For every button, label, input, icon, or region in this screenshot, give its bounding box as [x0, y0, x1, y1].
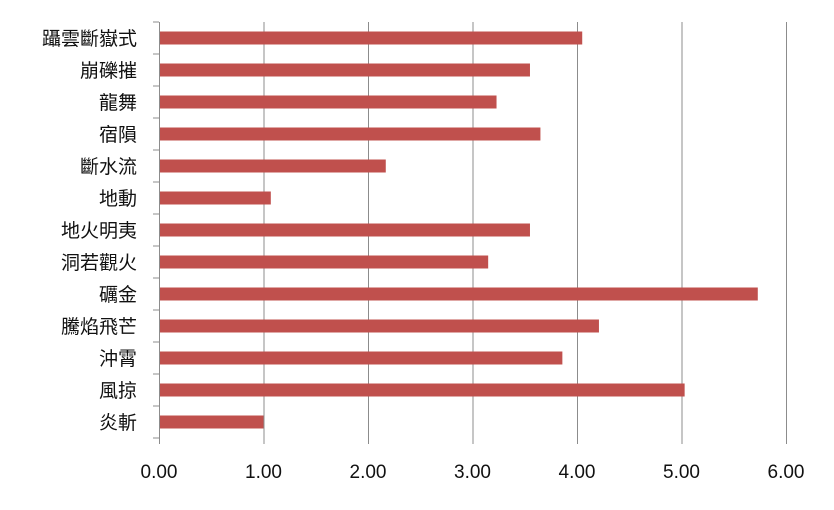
bar [160, 319, 599, 333]
x-tick-label: 0.00 [141, 462, 178, 483]
x-tick-label: 2.00 [350, 462, 387, 483]
bar [160, 127, 541, 141]
bar [160, 191, 271, 205]
category-label: 地動 [99, 188, 137, 210]
x-tick-label: 6.00 [768, 462, 805, 483]
category-label: 躡雲斷嶽式 [42, 28, 137, 50]
bar [160, 223, 530, 237]
category-label: 龍舞 [99, 92, 137, 114]
bars [160, 31, 758, 429]
bar [160, 351, 563, 365]
x-tick-labels: 0.00 1.00 2.00 3.00 4.00 5.00 6.00 [141, 462, 805, 483]
category-label: 風掠 [99, 380, 137, 402]
category-label: 炎斬 [99, 412, 137, 434]
bar [160, 63, 530, 77]
bar [160, 255, 489, 269]
category-label: 騰焰飛芒 [61, 316, 137, 338]
x-tick-label: 1.00 [245, 462, 282, 483]
category-label: 宿隕 [99, 124, 137, 146]
category-label: 沖霄 [99, 348, 137, 370]
bar [160, 159, 386, 173]
bar [160, 383, 685, 397]
gridlines [153, 21, 787, 444]
category-label: 礪金 [99, 284, 137, 306]
category-label: 地火明夷 [61, 220, 137, 242]
x-tick-label: 3.00 [454, 462, 491, 483]
x-tick-label: 5.00 [663, 462, 700, 483]
bar [160, 31, 583, 45]
category-label: 洞若觀火 [61, 252, 137, 274]
x-tick-label: 4.00 [559, 462, 596, 483]
bar [160, 287, 758, 301]
bar [160, 415, 264, 429]
bar [160, 95, 497, 109]
category-label: 崩礫摧 [80, 60, 137, 82]
category-label: 斷水流 [80, 156, 137, 178]
